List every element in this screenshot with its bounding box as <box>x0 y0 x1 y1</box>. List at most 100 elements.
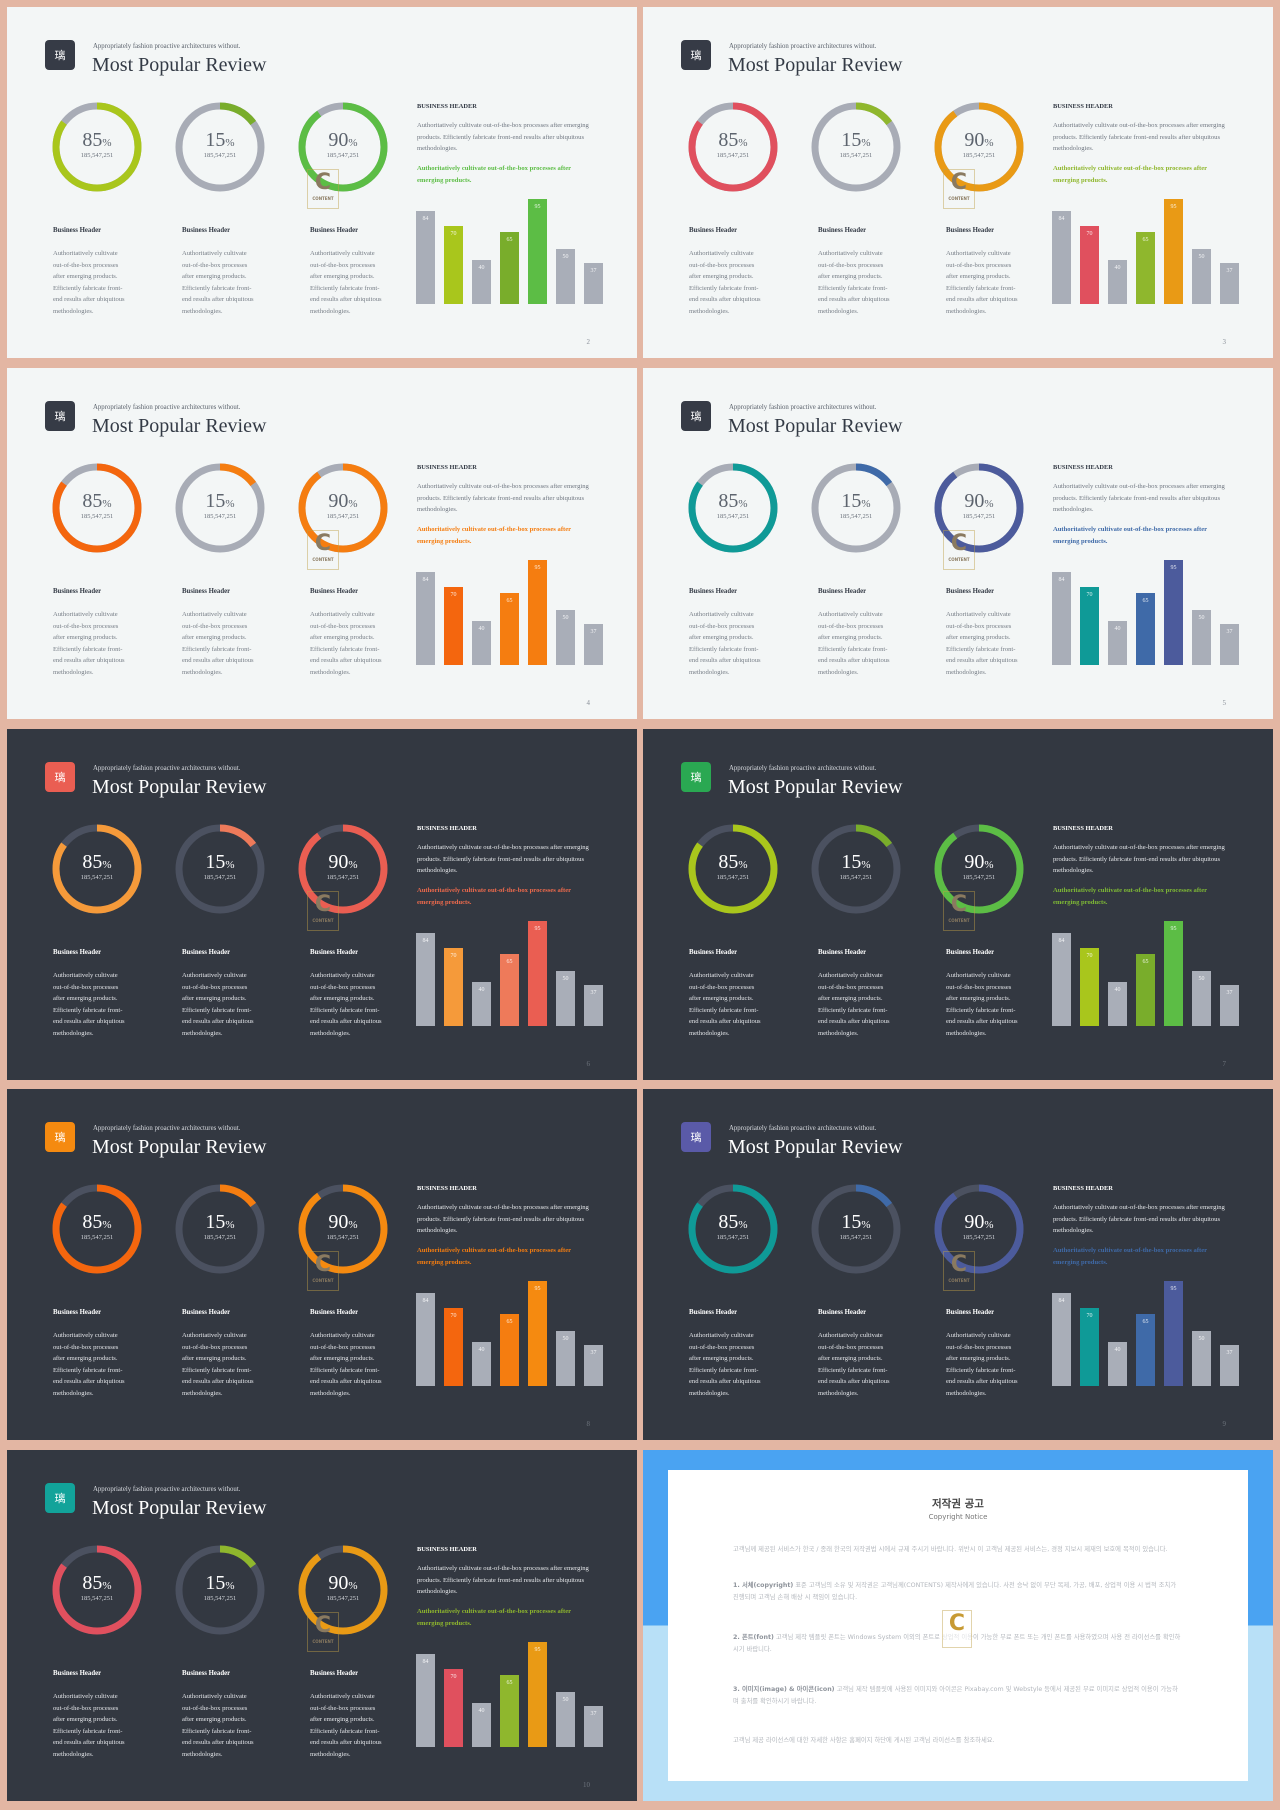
donut-percent: 90% <box>964 1211 994 1233</box>
donut-ring <box>811 102 901 192</box>
donut-ring <box>52 463 142 553</box>
bar: 70 <box>444 226 463 304</box>
donut-chart: 90% 185,547,251 <box>297 462 389 554</box>
watermark-logo: C CONTENT <box>943 891 975 931</box>
bar-chart: 84 70 40 65 95 50 37 <box>416 193 606 304</box>
slide-subtitle: Appropriately fashion proactive architec… <box>93 43 241 50</box>
donut-number: 185,547,251 <box>203 152 237 159</box>
bar-label: 40 <box>1114 1346 1121 1353</box>
slide-subtitle: Appropriately fashion proactive architec… <box>93 404 241 411</box>
donut-ring <box>298 463 388 553</box>
donut-chart: 90% 185,547,251 <box>297 1544 389 1636</box>
bar: 50 <box>1192 609 1211 665</box>
donut-ring <box>52 824 142 914</box>
slide-title: Most Popular Review <box>728 54 903 76</box>
donut-number: 185,547,251 <box>203 513 237 520</box>
bar: 95 <box>1164 559 1183 665</box>
column-header: Business Header <box>53 949 102 956</box>
watermark-logo: C CONTENT <box>943 169 975 209</box>
donut-chart: 15% 185,547,251 <box>174 823 266 915</box>
bar: 70 <box>1080 587 1099 665</box>
bar-label: 50 <box>1198 1335 1205 1342</box>
bar-label: 40 <box>1114 264 1121 271</box>
bar-label: 70 <box>1086 1313 1093 1320</box>
donut-chart: 15% 185,547,251 <box>810 1183 902 1275</box>
bar: 70 <box>444 1308 463 1386</box>
column-header: Business Header <box>946 949 995 956</box>
donut-percent: 15% <box>841 851 871 873</box>
page-number: 9 <box>1222 1420 1227 1428</box>
donut-progress <box>298 463 388 553</box>
bar: 40 <box>1108 1341 1127 1386</box>
bar: 65 <box>1136 592 1155 665</box>
donut-progress <box>175 463 265 553</box>
column-header: Business Header <box>53 1670 102 1677</box>
bar-label: 37 <box>590 628 597 635</box>
bar: 37 <box>1220 1344 1239 1386</box>
donut-percent: 15% <box>205 1211 235 1233</box>
bar-label: 65 <box>506 597 513 604</box>
bar-label: 37 <box>590 267 597 274</box>
bar-label: 65 <box>1142 597 1149 604</box>
column-header: Business Header <box>689 227 738 234</box>
bar-label: 70 <box>450 953 457 960</box>
column-header: Business Header <box>946 1309 995 1316</box>
donut-chart: 90% 185,547,251 <box>297 823 389 915</box>
bar-label: 37 <box>590 1710 597 1717</box>
bar-label: 95 <box>534 564 541 571</box>
donut-ring <box>688 824 778 914</box>
bar-label: 70 <box>450 592 457 599</box>
donut-progress <box>175 1545 265 1635</box>
donut-percent: 85% <box>82 1211 112 1233</box>
donut-progress <box>52 824 142 914</box>
right-text: Authoritatively cultivate out-of-the-box… <box>1053 1204 1225 1235</box>
right-highlight: Authoritatively cultivate out-of-the-box… <box>1053 165 1207 184</box>
notice-label: 1. 서체(copyright) <box>733 1582 794 1589</box>
donut-progress <box>688 463 778 553</box>
donut-percent: 90% <box>328 1211 358 1233</box>
bar: 37 <box>584 623 603 665</box>
bar-label: 84 <box>1058 1297 1065 1304</box>
bar: 37 <box>584 262 603 304</box>
donut-percent: 85% <box>718 1211 748 1233</box>
bar-label: 40 <box>478 1346 485 1353</box>
donut-chart: 90% 185,547,251 <box>933 101 1025 193</box>
notice-label: 3. 이미지(image) & 아이콘(icon) <box>733 1686 835 1693</box>
donut-number: 185,547,251 <box>203 1595 237 1602</box>
donut-percent: 85% <box>718 851 748 873</box>
column-text: Authoritatively cultivate out-of-the-box… <box>946 250 1018 315</box>
bar: 95 <box>1164 1280 1183 1386</box>
donut-progress <box>298 824 388 914</box>
bar: 84 <box>1052 932 1071 1026</box>
bar-chart: 84 70 40 65 95 50 37 <box>1052 193 1242 304</box>
bar-label: 40 <box>478 1707 485 1714</box>
donut-chart: 15% 185,547,251 <box>174 1183 266 1275</box>
column-text: Authoritatively cultivate out-of-the-box… <box>182 972 254 1037</box>
bar-label: 65 <box>506 958 513 965</box>
slide: 璃 Appropriately fashion proactive archit… <box>7 368 637 719</box>
bar: 40 <box>1108 259 1127 304</box>
right-text: Authoritatively cultivate out-of-the-box… <box>417 483 589 514</box>
slide-title: Most Popular Review <box>92 1136 267 1158</box>
bar-label: 65 <box>506 1679 513 1686</box>
slide-subtitle: Appropriately fashion proactive architec… <box>729 404 877 411</box>
bar: 65 <box>1136 231 1155 304</box>
column-text: Authoritatively cultivate out-of-the-box… <box>182 1693 254 1758</box>
donut-percent: 90% <box>328 851 358 873</box>
slide-subtitle: Appropriately fashion proactive architec… <box>729 43 877 50</box>
bar: 95 <box>528 1641 547 1747</box>
slide: 璃 Appropriately fashion proactive archit… <box>7 7 637 358</box>
bar-label: 37 <box>590 989 597 996</box>
bar: 65 <box>500 1674 519 1747</box>
bar: 40 <box>1108 981 1127 1026</box>
column-header: Business Header <box>689 1309 738 1316</box>
donut-percent: 85% <box>82 851 112 873</box>
donut-number: 185,547,251 <box>203 874 237 881</box>
watermark-logo: C CONTENT <box>307 1251 339 1291</box>
page-number: 8 <box>586 1420 591 1428</box>
donut-ring <box>688 1184 778 1274</box>
donut-chart: 85% 185,547,251 <box>51 1183 143 1275</box>
column-header: Business Header <box>689 588 738 595</box>
bar-label: 40 <box>1114 625 1121 632</box>
bar: 95 <box>528 920 547 1026</box>
